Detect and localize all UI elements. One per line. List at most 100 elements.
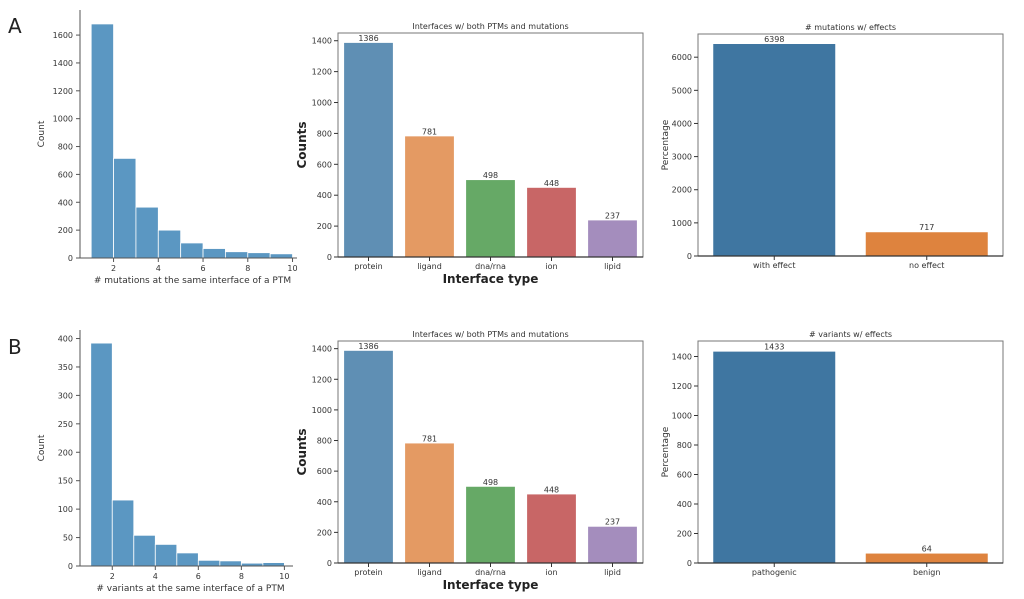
x-tick-label: 8 xyxy=(245,264,250,273)
bar-lipid xyxy=(588,220,637,257)
y-tick-label: 1000 xyxy=(53,115,73,124)
data-label: 1386 xyxy=(358,342,378,351)
x-tick-label: ligand xyxy=(417,568,442,577)
y-axis-label: Percentage xyxy=(661,119,671,170)
y-tick-label: 1200 xyxy=(53,87,73,96)
bar-protein xyxy=(344,350,393,563)
y-axis-label: Counts xyxy=(295,428,309,475)
bar-with-effect xyxy=(713,44,836,257)
data-label: 781 xyxy=(422,127,437,136)
data-label: 237 xyxy=(605,518,620,527)
y-tick-label: 4000 xyxy=(672,119,692,128)
x-tick-label: 10 xyxy=(279,572,289,581)
x-tick-label: 10 xyxy=(287,264,297,273)
y-tick-label: 1200 xyxy=(312,68,332,77)
bar-ligand xyxy=(405,136,454,257)
y-tick-label: 2000 xyxy=(672,186,692,195)
bar-no-effect xyxy=(865,232,988,256)
data-label: 64 xyxy=(922,545,932,554)
data-label: 448 xyxy=(544,485,559,494)
bar-ion xyxy=(527,494,576,563)
chart-B-effects: 1433 pathogenic 64 benign 0 200 400 600 800 1000 1… xyxy=(661,330,1004,577)
y-tick-label: 400 xyxy=(317,498,332,507)
histogram-bar xyxy=(180,242,204,259)
panel-label-b: B xyxy=(8,335,22,359)
y-tick-label: 100 xyxy=(58,505,73,514)
histogram-bar xyxy=(225,251,249,259)
y-tick-label: 400 xyxy=(317,191,332,200)
bar-ion xyxy=(527,187,576,257)
x-tick-label: with effect xyxy=(753,261,795,270)
y-tick-label: 0 xyxy=(68,254,73,263)
y-tick-label: 6000 xyxy=(672,53,692,62)
y-tick-label: 600 xyxy=(317,467,332,476)
bar-benign xyxy=(865,553,988,563)
histogram-bar xyxy=(202,248,226,259)
y-tick-label: 1600 xyxy=(53,31,73,40)
x-tick-label: no effect xyxy=(909,261,944,270)
chart-title: # variants w/ effects xyxy=(809,330,892,339)
y-tick-label: 200 xyxy=(317,222,332,231)
y-tick-label: 5000 xyxy=(672,86,692,95)
x-tick-label: 2 xyxy=(110,572,115,581)
histogram-bar xyxy=(113,157,137,259)
data-label: 6398 xyxy=(764,35,784,44)
bar-protein xyxy=(344,42,393,257)
y-tick-label: 3000 xyxy=(672,153,692,162)
y-tick-label: 600 xyxy=(58,170,73,179)
histogram-bar xyxy=(176,552,199,567)
x-tick-label: 2 xyxy=(111,264,116,273)
x-axis-label: Interface type xyxy=(443,272,539,286)
data-label: 781 xyxy=(422,434,437,443)
y-axis-label: Count xyxy=(37,120,47,147)
histogram-bar xyxy=(157,229,182,259)
y-tick-label: 1400 xyxy=(53,59,73,68)
x-tick-label: 4 xyxy=(153,572,158,581)
y-tick-label: 600 xyxy=(677,470,692,479)
x-tick-label: 8 xyxy=(239,572,244,581)
y-tick-label: 1000 xyxy=(312,99,332,108)
y-tick-label: 1200 xyxy=(312,375,332,384)
histogram-bar xyxy=(135,206,159,259)
x-tick-label: 4 xyxy=(156,264,161,273)
y-tick-label: 350 xyxy=(58,363,73,372)
bar-pathogenic xyxy=(713,351,836,563)
bar-lipid xyxy=(588,526,637,563)
histogram-bar xyxy=(154,543,178,567)
x-tick-label: ion xyxy=(545,568,557,577)
y-tick-label: 800 xyxy=(317,437,332,446)
bar-dna-rna xyxy=(466,486,515,563)
y-tick-label: 1000 xyxy=(312,406,332,415)
y-tick-label: 400 xyxy=(677,500,692,509)
histogram-bar xyxy=(90,23,114,259)
x-tick-label: ligand xyxy=(417,262,442,271)
y-tick-label: 800 xyxy=(317,129,332,138)
y-tick-label: 0 xyxy=(327,253,332,262)
y-tick-label: 1400 xyxy=(312,37,332,46)
x-tick-label: protein xyxy=(354,568,382,577)
data-label: 498 xyxy=(483,171,498,180)
x-tick-label: 6 xyxy=(200,264,205,273)
histogram-bar xyxy=(247,252,271,259)
histogram-bar xyxy=(133,534,156,567)
x-tick-label: benign xyxy=(913,568,940,577)
chart-B-interfaces: 1386 protein 781 ligand 498 dna/rna 448 ion 237 l… xyxy=(295,330,644,592)
chart-title: Interfaces w/ both PTMs and mutations xyxy=(412,330,568,339)
y-tick-label: 400 xyxy=(58,335,73,344)
y-tick-label: 0 xyxy=(327,559,332,568)
chart-B-hist: 0 50 100 150 200 250 300 350 400 2 4 6 8 10 # variants… xyxy=(37,330,293,594)
y-tick-label: 150 xyxy=(58,477,73,486)
data-label: 498 xyxy=(483,478,498,487)
y-tick-label: 200 xyxy=(317,528,332,537)
histogram-bar xyxy=(219,560,242,567)
x-axis-label: # variants at the same interface of a PT… xyxy=(96,584,284,594)
y-tick-label: 300 xyxy=(58,391,73,400)
histogram-bar xyxy=(90,342,113,567)
y-tick-label: 0 xyxy=(68,562,73,571)
data-label: 1386 xyxy=(358,34,378,43)
y-tick-label: 200 xyxy=(58,448,73,457)
y-axis-label: Count xyxy=(37,434,47,461)
chart-title: # mutations w/ effects xyxy=(805,23,896,32)
y-tick-label: 1200 xyxy=(672,382,692,391)
panel-label-a: A xyxy=(8,14,22,38)
